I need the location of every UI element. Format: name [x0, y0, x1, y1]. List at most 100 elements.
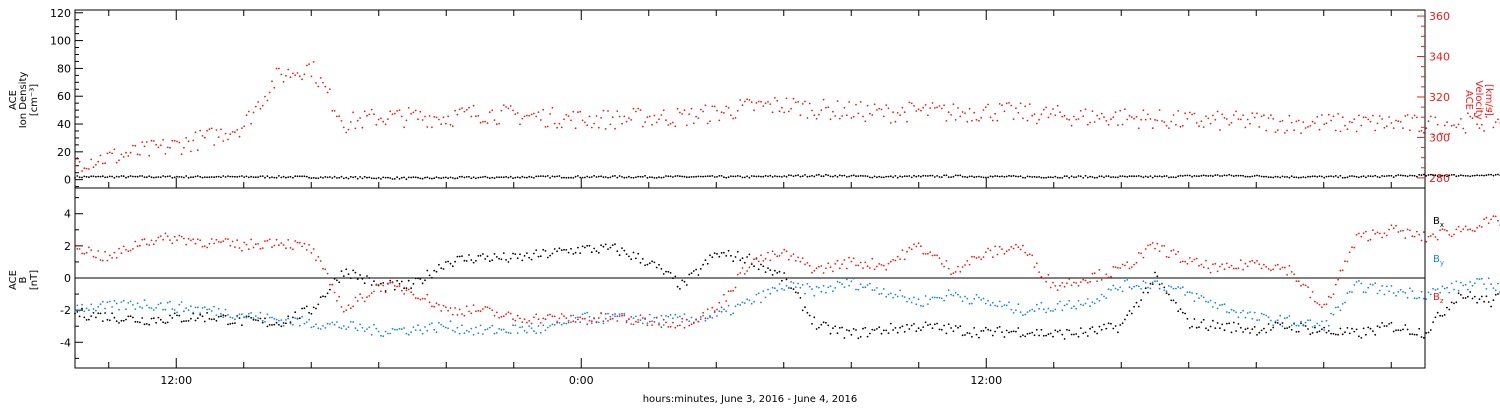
bz-point — [588, 319, 591, 322]
ion-density-point — [1467, 175, 1469, 177]
ion-density-point — [876, 176, 878, 179]
velocity-point — [1253, 116, 1256, 119]
top-right-tick-label: 320 — [1429, 91, 1450, 104]
velocity-point — [1144, 118, 1147, 121]
ion-density-point — [1214, 174, 1217, 177]
velocity-point — [405, 119, 408, 122]
by-point — [1383, 293, 1386, 296]
bz-point — [639, 314, 642, 316]
ion-density-point — [1372, 175, 1374, 178]
bz-point — [616, 320, 619, 322]
bx-point — [345, 268, 348, 271]
velocity-point — [1355, 130, 1358, 133]
velocity-point — [1450, 124, 1453, 127]
bz-point — [556, 321, 558, 324]
velocity-point — [889, 122, 892, 124]
velocity-point — [470, 115, 473, 118]
bx-point — [275, 321, 278, 324]
velocity-point — [910, 102, 913, 105]
by-point — [1492, 287, 1495, 289]
velocity-point — [282, 80, 285, 83]
bz-point — [899, 258, 901, 260]
bz-point — [361, 297, 364, 299]
velocity-point — [345, 131, 348, 134]
bz-point — [217, 241, 220, 243]
bz-point — [215, 238, 218, 241]
bx-point — [797, 292, 799, 294]
velocity-point — [987, 103, 989, 106]
by-point — [931, 296, 934, 299]
ion-density-point — [1193, 175, 1196, 177]
bx-point — [1091, 326, 1094, 328]
bz-point — [1411, 235, 1414, 238]
by-point — [373, 323, 375, 326]
ion-density-point — [757, 175, 760, 178]
ion-density-point — [1049, 176, 1052, 179]
bx-point — [1117, 331, 1119, 334]
velocity-point — [806, 117, 809, 119]
ion-density-point — [857, 175, 860, 178]
by-point — [672, 317, 674, 320]
bz-point — [1056, 289, 1059, 291]
bz-point — [1263, 263, 1265, 266]
by-point — [933, 296, 936, 299]
by-point — [727, 304, 730, 307]
by-point — [961, 300, 964, 303]
ion-density-point — [1448, 174, 1451, 177]
bz-point — [1075, 282, 1078, 284]
bx-point — [966, 332, 969, 334]
bx-point — [1147, 291, 1149, 294]
velocity-point — [245, 114, 248, 117]
by-point — [906, 300, 908, 303]
bx-point — [1494, 293, 1497, 296]
velocity-point — [122, 156, 125, 158]
velocity-point — [862, 115, 864, 118]
velocity-point — [644, 121, 646, 123]
bx-point — [618, 254, 621, 257]
bz-point — [1149, 243, 1152, 246]
ion-density-point — [1249, 175, 1251, 178]
by-point — [899, 289, 901, 292]
bz-point — [855, 264, 857, 267]
ion-density-point — [577, 175, 579, 177]
velocity-point — [530, 113, 533, 116]
bx-point — [718, 255, 721, 258]
ion-density-point — [685, 176, 688, 179]
ion-density-point — [375, 177, 378, 180]
bz-point — [549, 313, 551, 316]
velocity-point — [347, 128, 350, 131]
bz-point — [99, 259, 102, 261]
by-point — [1443, 287, 1446, 290]
ion-density-point — [1015, 175, 1017, 178]
by-point — [938, 296, 941, 299]
bx-point — [419, 278, 422, 280]
bx-point — [968, 332, 971, 335]
bz-point — [794, 259, 797, 262]
x-tick-label: 12:00 — [970, 374, 1002, 387]
velocity-point — [945, 120, 948, 122]
velocity-point — [966, 120, 969, 123]
bx-point — [505, 259, 507, 261]
velocity-point — [1188, 111, 1191, 114]
bz-point — [1453, 233, 1455, 236]
bx-point — [1135, 301, 1138, 304]
bz-point — [326, 272, 329, 275]
velocity-point — [757, 100, 760, 103]
by-point — [641, 322, 644, 325]
by-point — [1404, 291, 1407, 294]
bx-point — [588, 244, 591, 247]
bz-point — [685, 318, 688, 321]
by-point — [1290, 324, 1293, 327]
bz-point — [535, 313, 538, 316]
bx-point — [973, 327, 976, 329]
ion-density-point — [1038, 176, 1040, 178]
bz-point — [301, 245, 303, 248]
bz-point — [1372, 229, 1374, 232]
bz-point — [1494, 215, 1497, 218]
bx-point — [957, 326, 959, 329]
bx-point — [855, 329, 857, 331]
bx-point — [857, 337, 860, 340]
velocity-point — [1330, 119, 1332, 122]
ion-density-point — [764, 174, 767, 177]
bz-point — [688, 324, 691, 327]
